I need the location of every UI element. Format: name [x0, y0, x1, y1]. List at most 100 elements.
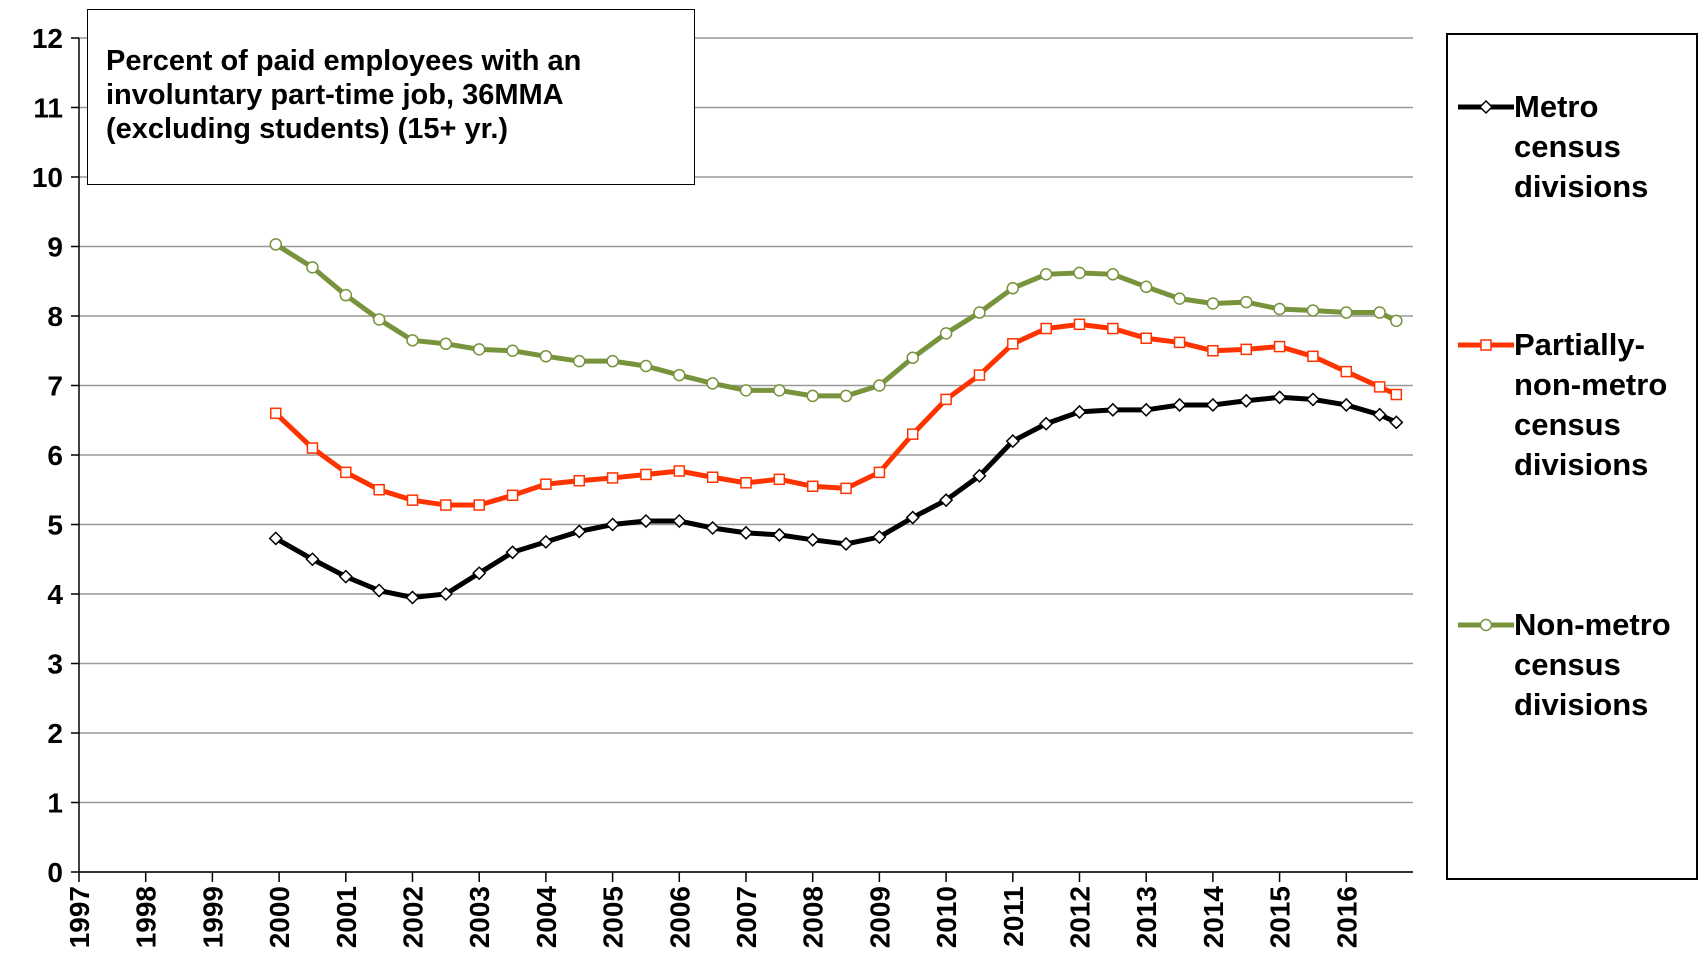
marker	[306, 261, 319, 274]
marker	[372, 313, 386, 326]
marker	[1072, 404, 1087, 419]
marker	[1040, 322, 1052, 335]
marker	[1173, 336, 1186, 349]
marker	[573, 354, 586, 368]
marker	[840, 482, 852, 495]
marker	[1307, 350, 1319, 363]
y-tick-label: 1	[47, 788, 63, 819]
x-tick-label: 2014	[1198, 886, 1229, 949]
legend: Metro census divisions Partially-non-metr…	[1446, 33, 1698, 880]
x-tick-label: 1999	[197, 886, 228, 948]
x-tick-label: 2002	[398, 886, 429, 948]
x-tick-label: 2007	[731, 886, 762, 948]
y-tick-label: 8	[47, 301, 63, 332]
x-tick-label: 2011	[998, 886, 1029, 947]
chart-title: Percent of paid employees with an involu…	[106, 45, 582, 145]
marker	[673, 465, 686, 477]
marker	[939, 327, 953, 340]
y-tick-label: 5	[47, 510, 63, 541]
marker	[639, 359, 653, 373]
y-tick-label: 3	[47, 649, 63, 680]
y-tick-label: 7	[47, 371, 63, 402]
marker	[706, 377, 719, 390]
marker	[739, 384, 753, 397]
marker	[638, 513, 654, 529]
marker	[1479, 618, 1493, 632]
y-tick-label: 2	[47, 718, 63, 749]
marker	[706, 471, 719, 483]
marker	[1480, 339, 1492, 351]
marker	[472, 343, 486, 356]
marker	[306, 442, 319, 454]
marker	[539, 350, 553, 363]
marker	[640, 468, 652, 481]
y-tick-label: 11	[33, 93, 63, 124]
marker	[907, 428, 919, 440]
x-tick-label: 2003	[464, 886, 495, 948]
marker	[872, 529, 887, 545]
marker	[939, 493, 954, 508]
marker	[572, 524, 587, 539]
marker	[406, 494, 419, 506]
marker	[269, 238, 283, 251]
y-tick-label: 9	[47, 232, 63, 263]
legend-label: Non-metro census divisions	[1514, 607, 1671, 722]
marker	[338, 569, 353, 584]
marker	[1205, 397, 1220, 413]
marker	[506, 344, 519, 357]
marker	[1273, 302, 1286, 316]
series	[270, 318, 1403, 511]
marker	[1073, 266, 1086, 280]
x-tick-label: 2015	[1265, 886, 1296, 948]
marker	[540, 478, 552, 490]
chart-title-box: Percent of paid employees with an involu…	[87, 9, 695, 185]
marker	[1139, 402, 1154, 417]
marker	[1005, 434, 1020, 449]
series-line	[274, 242, 1398, 399]
marker	[839, 389, 853, 403]
x-tick-label: 1998	[131, 886, 162, 948]
marker	[873, 379, 886, 392]
x-tick-label: 2005	[598, 886, 629, 948]
y-tick-label: 0	[47, 857, 63, 888]
marker	[1273, 340, 1286, 353]
marker	[1240, 343, 1252, 356]
marker	[1373, 381, 1386, 393]
x-tick-label: 2012	[1065, 886, 1096, 948]
marker	[1139, 280, 1153, 294]
marker	[339, 288, 353, 302]
marker	[1390, 388, 1403, 401]
legend-icon	[1458, 618, 1514, 632]
marker	[1340, 365, 1353, 378]
marker	[805, 532, 820, 547]
marker	[270, 407, 282, 420]
x-tick-label: 2010	[931, 886, 962, 948]
series-line	[274, 394, 1398, 601]
x-tick-label: 2013	[1131, 886, 1162, 948]
marker	[1373, 306, 1386, 319]
marker	[806, 480, 819, 493]
legend-icon	[1458, 339, 1514, 351]
marker	[1478, 99, 1494, 115]
marker	[1039, 416, 1054, 431]
marker	[406, 334, 419, 347]
legend-entry: Metro census divisions	[1458, 87, 1698, 207]
marker	[1239, 393, 1254, 408]
marker	[773, 384, 786, 397]
marker	[1390, 314, 1403, 328]
marker	[1207, 345, 1219, 357]
marker	[606, 354, 619, 368]
marker	[605, 517, 620, 532]
marker	[973, 306, 986, 319]
marker	[1372, 407, 1387, 422]
marker	[773, 473, 786, 486]
x-tick-label: 2001	[331, 886, 362, 948]
marker	[573, 474, 585, 487]
marker	[1240, 295, 1253, 309]
marker	[440, 499, 452, 511]
marker	[806, 389, 819, 403]
legend-entry: Partially-non-metro census divisions	[1458, 325, 1698, 485]
marker	[673, 368, 686, 382]
marker	[1172, 397, 1187, 413]
marker	[1305, 392, 1321, 407]
